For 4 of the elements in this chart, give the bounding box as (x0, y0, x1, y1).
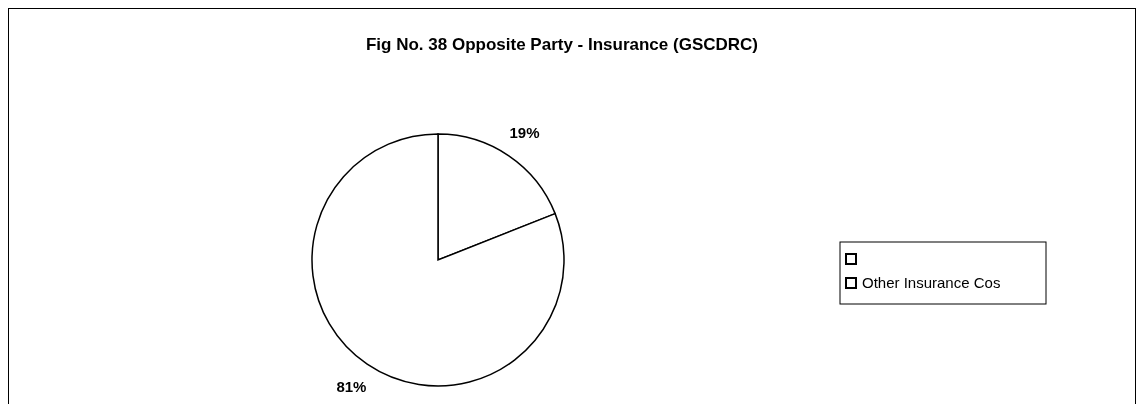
chart-title: Fig No. 38 Opposite Party - Insurance (GSCDRC) (365, 35, 759, 54)
data-label: 19% (509, 123, 540, 141)
data-label: 81% (336, 378, 367, 396)
legend-label: Other Insurance Cos (862, 274, 1001, 291)
